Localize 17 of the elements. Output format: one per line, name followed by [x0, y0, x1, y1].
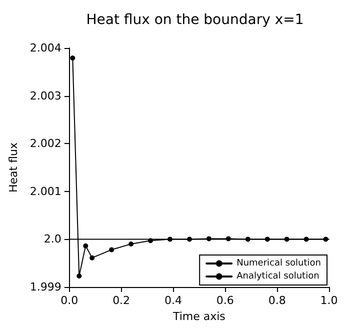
legend-label: Analytical solution: [236, 272, 320, 282]
x-tick-label: 0.2: [112, 294, 130, 307]
y-tick-label: 2.003: [30, 89, 62, 102]
y-tick-label: 2.004: [30, 42, 62, 54]
legend-label: Numerical solution: [236, 258, 321, 268]
y-tick-label: 2.002: [30, 137, 62, 150]
x-axis-title: Time axis: [172, 310, 226, 323]
x-tick-label: 0.0: [60, 294, 78, 307]
y-tick-label: 2.0: [44, 232, 62, 246]
y-tick-label: 1.999: [30, 280, 62, 294]
y-tick-label: 2.001: [30, 184, 62, 198]
x-tick-label: 0.6: [216, 294, 234, 307]
y-axis-title: Heat flux: [7, 142, 20, 192]
x-tick-label: 0.4: [164, 294, 182, 307]
x-tick-label: 0.8: [268, 294, 286, 307]
chart-title: Heat flux on the boundary x=1: [86, 12, 304, 28]
x-tick-label: 1.0: [320, 294, 338, 307]
